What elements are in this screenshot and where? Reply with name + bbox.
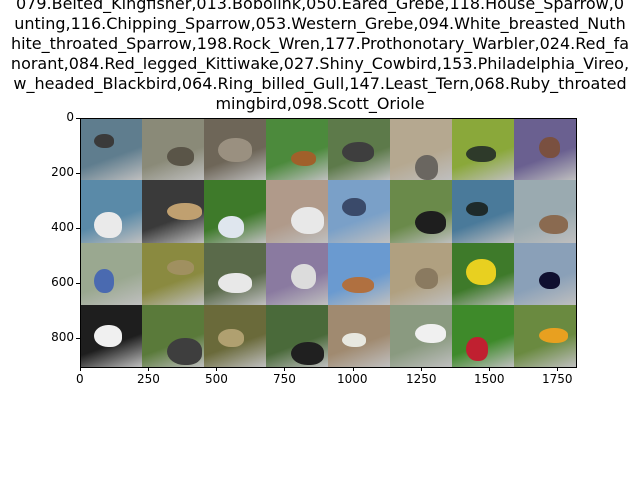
bird-figure	[415, 211, 446, 235]
bird-figure	[466, 258, 496, 285]
bird-figure	[291, 207, 324, 235]
y-tick-mark	[76, 283, 80, 284]
x-tick-mark	[557, 367, 558, 371]
bird-photo-tile	[390, 118, 452, 181]
title-line-6: mingbird,098.Scott_Oriole	[215, 94, 425, 113]
x-tick-mark	[148, 367, 149, 371]
y-tick-label: 200	[51, 165, 74, 179]
y-tick-label: 800	[51, 330, 74, 344]
bird-figure	[342, 198, 366, 217]
bird-photo-tile	[514, 242, 576, 305]
bird-figure	[167, 259, 194, 275]
bird-figure	[466, 146, 496, 162]
bird-figure	[466, 336, 488, 361]
bird-photo-tile	[452, 304, 514, 367]
y-tick-mark	[76, 338, 80, 339]
x-tick-mark	[284, 367, 285, 371]
title-line-3: hite_throated_Sparrow,198.Rock_Wren,177.…	[10, 34, 630, 53]
bird-figure	[94, 324, 122, 347]
bird-photo-tile	[266, 118, 328, 181]
bird-photo-tile	[452, 242, 514, 305]
x-tick-mark	[216, 367, 217, 371]
x-tick-label: 1000	[337, 372, 368, 386]
bird-photo-tile	[80, 180, 142, 243]
bird-figure	[415, 323, 446, 343]
bird-figure	[167, 203, 202, 221]
x-tick-label: 750	[273, 372, 296, 386]
bird-figure	[466, 202, 488, 217]
bird-photo-tile	[142, 242, 204, 305]
title-line-2: unting,116.Chipping_Sparrow,053.Western_…	[14, 14, 626, 33]
bird-figure	[342, 276, 374, 293]
bird-photo-tile	[452, 180, 514, 243]
bird-photo-tile	[328, 118, 390, 181]
bird-figure	[539, 137, 560, 158]
bird-figure	[415, 267, 438, 289]
bird-photo-tile	[514, 180, 576, 243]
y-tick-mark	[76, 173, 80, 174]
title-line-4: norant,084.Red_legged_Kittiwake,027.Shin…	[10, 54, 630, 73]
image-plot	[80, 118, 576, 367]
x-tick-mark	[489, 367, 490, 371]
bird-photo-tile	[204, 180, 266, 243]
bird-photo-tile	[204, 304, 266, 367]
bird-photo-tile	[390, 242, 452, 305]
bird-figure	[342, 332, 366, 347]
bird-photo-tile	[266, 242, 328, 305]
bird-figure	[291, 341, 324, 365]
bird-figure	[539, 271, 560, 289]
bird-figure	[94, 212, 122, 239]
y-tick-mark	[76, 118, 80, 119]
x-tick-label: 250	[137, 372, 160, 386]
bird-photo-tile	[80, 118, 142, 181]
bird-photo-tile	[266, 304, 328, 367]
bird-figure	[218, 328, 244, 347]
y-tick-label: 600	[51, 275, 74, 289]
title-line-5: w_headed_Blackbird,064.Ring_billed_Gull,…	[13, 74, 627, 93]
bird-figure	[167, 147, 194, 166]
bird-photo-tile	[390, 180, 452, 243]
bird-figure	[291, 263, 316, 289]
bird-photo-tile	[328, 242, 390, 305]
bird-photo-tile	[80, 242, 142, 305]
bird-photo-tile	[142, 304, 204, 367]
bird-figure	[218, 216, 244, 239]
bird-figure	[539, 327, 568, 343]
x-tick-label: 1750	[542, 372, 573, 386]
bird-photo-tile	[266, 180, 328, 243]
bird-photo-tile	[390, 304, 452, 367]
bird-figure	[415, 155, 438, 180]
bird-photo-tile	[204, 242, 266, 305]
bird-figure	[539, 215, 568, 235]
bird-figure	[167, 337, 202, 365]
bird-photo-tile	[204, 118, 266, 181]
bird-photo-tile	[328, 180, 390, 243]
bird-figure	[342, 142, 374, 162]
y-tick-mark	[76, 228, 80, 229]
bird-figure	[291, 151, 316, 166]
bird-figure	[218, 138, 252, 162]
title-line-1: 079.Belted_Kingfisher,013.Bobolink,050.E…	[15, 0, 625, 13]
y-tick-label: 400	[51, 220, 74, 234]
x-tick-label: 1500	[474, 372, 505, 386]
bird-photo-tile	[514, 304, 576, 367]
bird-photo-tile	[452, 118, 514, 181]
x-tick-mark	[353, 367, 354, 371]
bird-photo-tile	[142, 180, 204, 243]
y-tick-label: 0	[66, 110, 74, 124]
x-tick-mark	[80, 367, 81, 371]
x-tick-mark	[421, 367, 422, 371]
bird-figure	[94, 134, 114, 148]
bird-image-grid	[80, 118, 576, 367]
bird-photo-tile	[80, 304, 142, 367]
bird-photo-tile	[328, 304, 390, 367]
bird-figure	[218, 272, 252, 293]
x-tick-label: 1250	[406, 372, 437, 386]
bird-figure	[94, 268, 114, 293]
bird-photo-tile	[142, 118, 204, 181]
x-tick-label: 0	[76, 372, 84, 386]
x-tick-label: 500	[205, 372, 228, 386]
bird-photo-tile	[514, 118, 576, 181]
